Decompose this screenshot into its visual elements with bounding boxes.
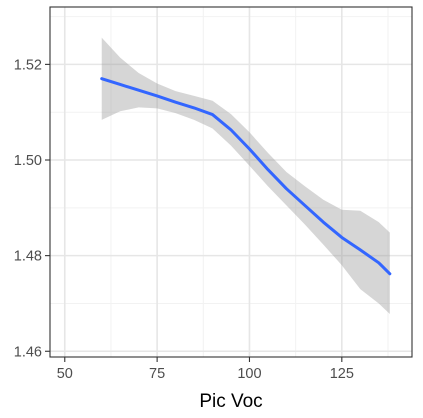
fit-line-0: [100, 77, 392, 276]
y-tick-label-2: 1.50: [14, 153, 42, 169]
confidence-band-layer: [101, 37, 390, 314]
x-tick-label-2: 100: [237, 366, 261, 382]
minor-gridlines: [50, 7, 412, 357]
fit-line-layer: [100, 77, 392, 276]
x-axis: 50 75 100 125: [57, 357, 354, 382]
plot-panel-background: [50, 7, 412, 357]
x-tick-label-1: 75: [149, 366, 165, 382]
major-gridlines: [50, 7, 412, 357]
x-tick-label-3: 125: [330, 366, 354, 382]
y-tick-label-0: 1.46: [14, 344, 42, 360]
x-axis-title: Pic Voc: [199, 391, 262, 412]
y-tick-label-1: 1.48: [14, 249, 42, 265]
plot-panel-border: [49, 6, 413, 358]
y-axis: 1.46 1.48 1.50 1.52: [14, 57, 50, 360]
y-tick-label-3: 1.52: [14, 57, 42, 73]
x-tick-label-0: 50: [57, 366, 73, 382]
confidence-band-0: [101, 37, 390, 314]
